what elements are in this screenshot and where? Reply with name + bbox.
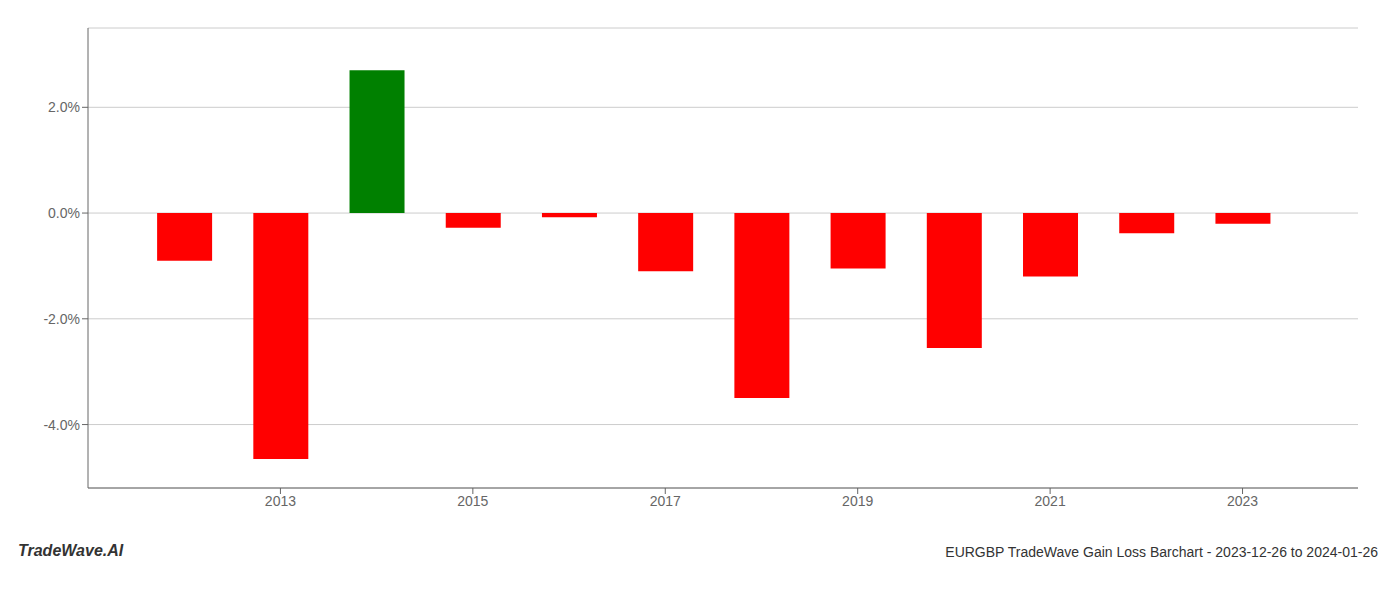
svg-text:-4.0%: -4.0% (43, 417, 80, 433)
svg-text:2.0%: 2.0% (48, 99, 80, 115)
svg-text:2013: 2013 (265, 493, 296, 509)
svg-text:0.0%: 0.0% (48, 205, 80, 221)
svg-text:2019: 2019 (842, 493, 873, 509)
svg-text:2023: 2023 (1227, 493, 1258, 509)
html-text:EURGBP TradeWave Gain Loss Bar: EURGBP TradeWave Gain Loss Barchart - 20… (945, 544, 1378, 560)
svg-text:2021: 2021 (1035, 493, 1066, 509)
svg-text:-2.0%: -2.0% (43, 311, 80, 327)
svg-text:2015: 2015 (457, 493, 488, 509)
html-text:TradeWave.AI: TradeWave.AI (18, 542, 124, 559)
svg-text:2017: 2017 (650, 493, 681, 509)
